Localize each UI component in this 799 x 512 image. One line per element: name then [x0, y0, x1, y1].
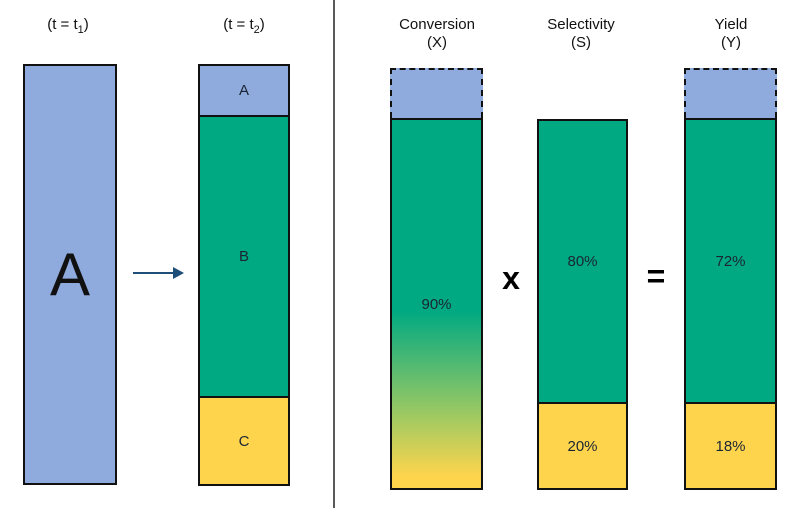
initial-reactant-bar: A	[23, 64, 117, 485]
time-label-t1: (t = t1)	[18, 16, 118, 36]
selectivity-title: Selectivity	[547, 16, 615, 33]
final-bar-segment-b-label: B	[238, 248, 249, 265]
selectivity-yellow-value-label: 20%	[567, 437, 598, 455]
time-label-t2-close: )	[259, 16, 265, 33]
initial-reactant-label: A	[49, 241, 91, 308]
equals-operator: =	[646, 258, 666, 294]
yield-symbol: (Y)	[721, 34, 741, 51]
final-bar-segment-b: B	[198, 115, 290, 398]
conversion-bar: 90%	[390, 118, 483, 490]
time-label-t2-subscript: 2	[253, 24, 260, 36]
conversion-unreacted-dashed-segment	[390, 68, 483, 118]
conversion-title: Conversion	[399, 16, 475, 33]
selectivity-yellow-segment: 20%	[537, 402, 628, 490]
reaction-arrow-line	[133, 272, 175, 274]
time-label-t1-close: )	[83, 16, 89, 33]
time-label-t1-subscript: 1	[77, 24, 84, 36]
conversion-symbol: (X)	[427, 34, 447, 51]
yield-unreacted-dashed-segment	[684, 68, 777, 118]
final-bar-segment-a: A	[198, 64, 290, 117]
yield-yellow-value-label: 18%	[715, 437, 746, 455]
multiply-operator: x	[502, 260, 520, 296]
selectivity-green-value-label: 80%	[567, 253, 598, 270]
conversion-value-label: 90%	[421, 295, 452, 313]
time-label-t1-text: (t = t	[47, 16, 78, 33]
yield-green-segment: 72%	[684, 118, 777, 404]
yield-title: Yield	[714, 16, 748, 33]
selectivity-green-segment: 80%	[537, 119, 628, 404]
final-bar-segment-c-label: C	[238, 432, 250, 450]
time-label-t2: (t = t2)	[194, 16, 294, 36]
yield-green-value-label: 72%	[715, 252, 746, 270]
time-label-t2-text: (t = t	[223, 16, 254, 33]
reaction-arrow-icon	[173, 267, 184, 279]
final-bar-segment-c: C	[198, 396, 290, 486]
final-bar-segment-a-label: A	[238, 82, 249, 99]
yield-yellow-segment: 18%	[684, 402, 777, 490]
selectivity-header: Selectivity (S)	[516, 16, 646, 52]
yield-header: Yield (Y)	[666, 16, 796, 52]
panel-divider	[333, 0, 335, 508]
conversion-header: Conversion (X)	[372, 16, 502, 52]
selectivity-symbol: (S)	[571, 34, 591, 51]
